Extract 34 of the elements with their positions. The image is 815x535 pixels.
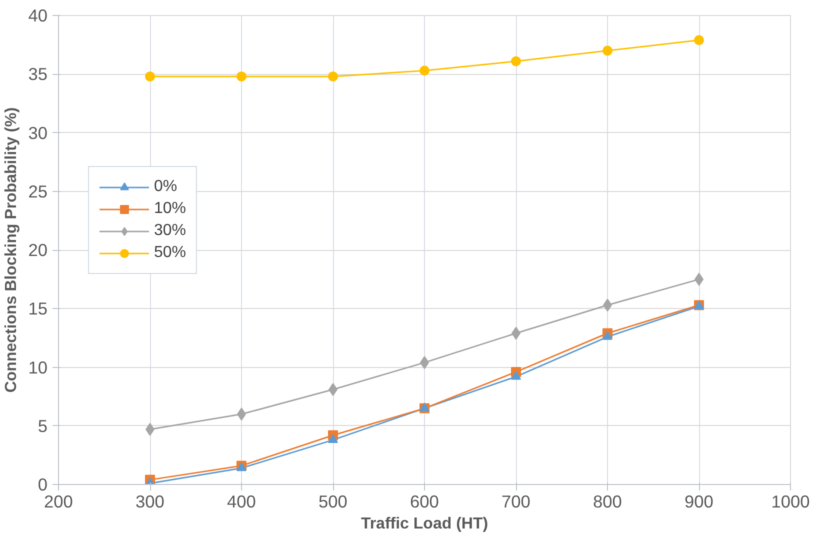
point: [328, 434, 338, 444]
y-tick-label: 5: [38, 416, 48, 436]
point: [328, 71, 338, 82]
y-tick-label: 0: [38, 474, 48, 494]
point: [602, 46, 612, 56]
x-tick-label: 200: [44, 492, 73, 512]
point: [511, 56, 521, 66]
y-tick-label: 25: [28, 181, 48, 202]
point: [694, 35, 704, 46]
y-tick-label: 15: [28, 298, 48, 319]
point: [236, 71, 246, 82]
x-tick-label: 400: [227, 492, 256, 512]
x-tick-label: 300: [136, 492, 164, 512]
legend-label: 50%: [154, 244, 186, 262]
y-tick-label: 40: [28, 6, 48, 26]
point: [145, 71, 155, 82]
y-axis-title: Connections Blocking Probability (%): [3, 107, 20, 393]
y-tick-label: 20: [28, 240, 48, 260]
legend-label: 10%: [154, 200, 186, 218]
legend-label: 30%: [154, 222, 186, 240]
point: [602, 331, 612, 340]
y-tick-label: 30: [28, 122, 48, 143]
y-tick-label: 10: [28, 357, 48, 378]
x-tick-label: 900: [684, 492, 714, 512]
x-tick-label: 1000: [771, 492, 810, 512]
x-tick-label: 800: [593, 492, 622, 512]
x-tick-label: 600: [410, 492, 439, 512]
legend-label: 0%: [154, 178, 178, 196]
x-tick-label: 500: [318, 492, 348, 512]
x-tick-label: 700: [502, 492, 530, 512]
y-tick-label: 35: [28, 64, 48, 84]
point: [511, 370, 521, 380]
x-axis-title: Traffic Load (HT): [360, 516, 488, 532]
point: [420, 66, 430, 76]
